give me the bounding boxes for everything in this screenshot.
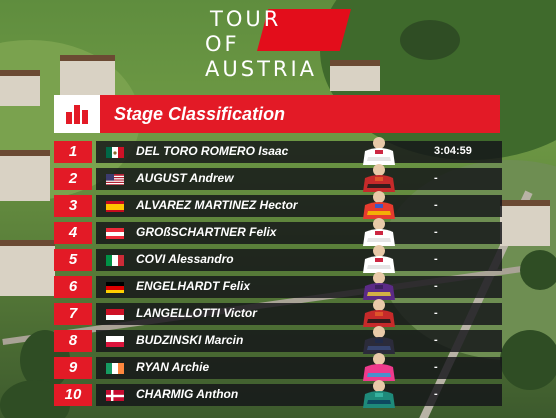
logo-flag-shape [257, 9, 351, 51]
rider-name: COVI Alessandro [136, 252, 234, 266]
position-number: 7 [54, 303, 92, 325]
position-number: 8 [54, 330, 92, 352]
ireland-flag-icon [106, 362, 124, 374]
logo-line-2: OF [205, 32, 240, 56]
classification-title: Stage Classification [114, 104, 286, 124]
rider-time: - [434, 199, 438, 211]
spain-flag-icon [106, 200, 124, 212]
rider-name: RYAN Archie [136, 360, 210, 374]
position-number: 2 [54, 168, 92, 190]
row-body [96, 276, 502, 298]
position-number: 1 [54, 141, 92, 163]
team-jersey-icon [360, 245, 398, 273]
rider-name: GROßSCHARTNER Felix [136, 225, 277, 239]
rider-name: LANGELLOTTI Victor [136, 306, 257, 320]
classification-header: Stage Classification [54, 95, 500, 133]
team-jersey-icon [360, 353, 398, 381]
germany-flag-icon [106, 281, 124, 293]
rider-time: - [434, 307, 438, 319]
rider-time: - [434, 172, 438, 184]
italy-flag-icon [106, 254, 124, 266]
classification-row: 4 GROßSCHARTNER Felix - [54, 218, 502, 246]
classification-row: 7 LANGELLOTTI Victor - [54, 299, 502, 327]
row-body [96, 330, 502, 352]
rider-time: - [434, 226, 438, 238]
team-jersey-icon [360, 299, 398, 327]
classification-row: 10 CHARMIG Anthon - [54, 380, 502, 408]
row-body [96, 357, 502, 379]
row-body [96, 303, 502, 325]
logo-line-1: TOUR [210, 7, 282, 31]
rider-name: ENGELHARDT Felix [136, 279, 251, 293]
team-jersey-icon [360, 218, 398, 246]
position-number: 4 [54, 222, 92, 244]
row-body [96, 384, 502, 406]
monaco-flag-icon [106, 308, 124, 320]
position-number: 5 [54, 249, 92, 271]
austria-flag-icon [106, 227, 124, 239]
rider-time: 3:04:59 [434, 145, 472, 157]
rider-name: BUDZINSKI Marcin [136, 333, 244, 347]
denmark-flag-icon [106, 389, 124, 401]
logo-line-3: AUSTRIA [205, 57, 318, 81]
classification-row: 9 RYAN Archie - [54, 353, 502, 381]
rider-name: AUGUST Andrew [136, 171, 234, 185]
rider-time: - [434, 280, 438, 292]
team-jersey-icon [360, 272, 398, 300]
rider-name: ALVAREZ MARTINEZ Hector [136, 198, 298, 212]
team-jersey-icon [360, 164, 398, 192]
bar-chart-icon [54, 95, 100, 133]
team-jersey-icon [360, 380, 398, 408]
usa-flag-icon [106, 173, 124, 185]
team-jersey-icon [360, 191, 398, 219]
row-body [96, 141, 502, 163]
rider-time: - [434, 334, 438, 346]
position-number: 3 [54, 195, 92, 217]
row-body [96, 195, 502, 217]
position-number: 10 [54, 384, 92, 406]
classification-row: 3 ALVAREZ MARTINEZ Hector - [54, 191, 502, 219]
classification-row: 5 COVI Alessandro - [54, 245, 502, 273]
team-jersey-icon [360, 137, 398, 165]
rider-time: - [434, 361, 438, 373]
row-body [96, 222, 502, 244]
rider-name: DEL TORO ROMERO Isaac [136, 144, 289, 158]
rider-time: - [434, 388, 438, 400]
classification-row: 8 BUDZINSKI Marcin - [54, 326, 502, 354]
position-number: 6 [54, 276, 92, 298]
row-body [96, 249, 502, 271]
classification-row: 1 DEL TORO ROMERO Isaac 3:04:59 [54, 137, 502, 165]
tour-of-austria-logo: TOUR OF AUSTRIA [205, 6, 351, 80]
rider-time: - [434, 253, 438, 265]
team-jersey-icon [360, 326, 398, 354]
position-number: 9 [54, 357, 92, 379]
poland-flag-icon [106, 335, 124, 347]
classification-row: 6 ENGELHARDT Felix - [54, 272, 502, 300]
classification-row: 2 AUGUST Andrew - [54, 164, 502, 192]
mexico-flag-icon [106, 146, 124, 158]
rider-name: CHARMIG Anthon [136, 387, 239, 401]
row-body [96, 168, 502, 190]
